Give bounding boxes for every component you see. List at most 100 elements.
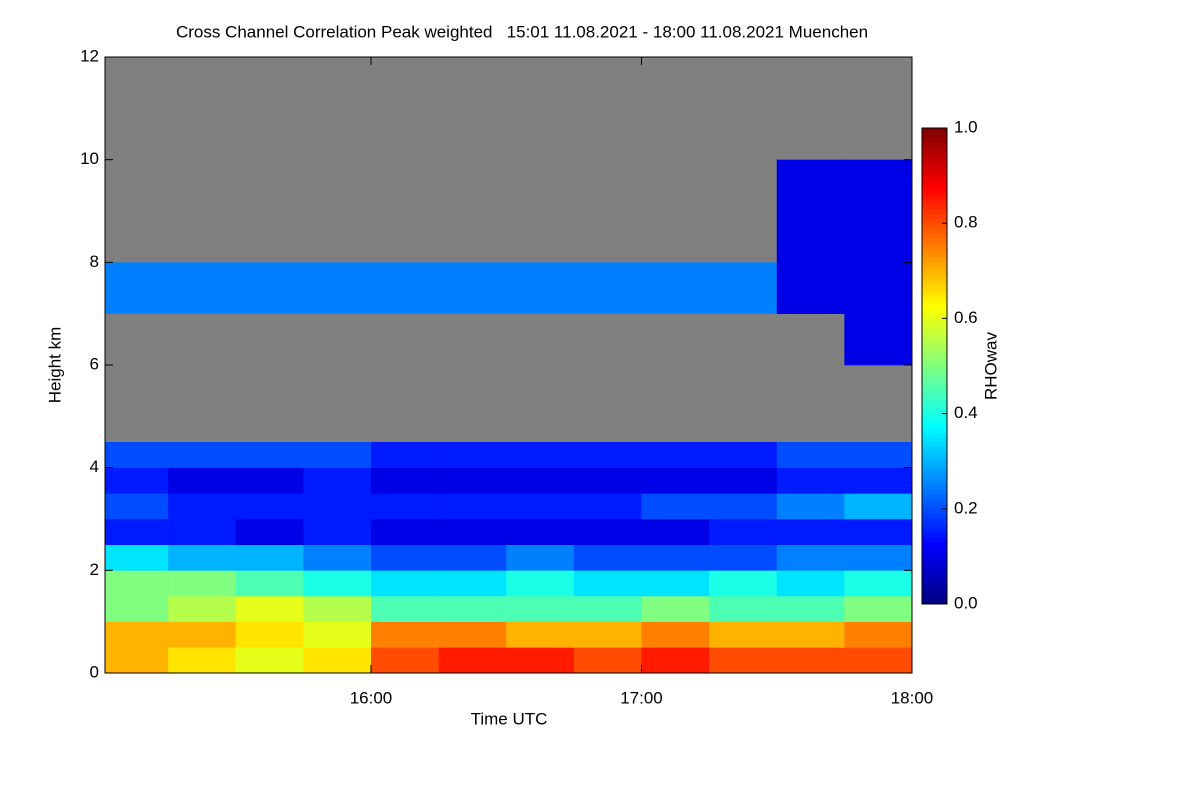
colorbar-swatch	[922, 418, 947, 424]
colorbar-swatch	[922, 170, 947, 177]
colorbar-swatch	[922, 346, 947, 353]
heatmap-cell	[235, 262, 304, 314]
heatmap-cell	[303, 519, 372, 545]
heatmap-cell	[168, 519, 237, 545]
colorbar-swatch	[922, 166, 947, 172]
heatmap-cell	[506, 519, 575, 545]
heatmap-cell	[105, 519, 169, 545]
colorbar-swatch	[922, 204, 947, 210]
colorbar-swatch	[922, 527, 947, 534]
colorbar-swatch	[922, 570, 947, 576]
colorbar-swatch	[922, 408, 947, 415]
heatmap-cell	[709, 570, 778, 597]
heatmap-cell	[105, 647, 169, 674]
colorbar-swatch	[922, 565, 947, 572]
heatmap-cell	[235, 544, 304, 571]
heatmap-cell	[641, 519, 710, 545]
colorbar-swatch	[922, 461, 947, 467]
heatmap-cell	[844, 493, 913, 520]
colorbar-tick-label: 0.2	[954, 498, 978, 517]
heatmap-cell	[235, 442, 304, 468]
y-tick-label: 10	[80, 149, 99, 168]
colorbar-swatch	[922, 465, 947, 472]
heatmap-cell	[438, 442, 507, 468]
colorbar-swatch	[922, 575, 947, 581]
heatmap-cell	[641, 544, 710, 571]
colorbar-tick-label: 0.4	[954, 403, 978, 422]
heatmap-cell	[776, 596, 845, 622]
heatmap-cell	[438, 647, 507, 674]
heatmap-cell	[303, 262, 372, 314]
heatmap-cell	[844, 313, 913, 366]
colorbar-swatch	[922, 499, 947, 505]
heatmap-cell	[844, 442, 913, 468]
colorbar-swatch	[922, 361, 947, 367]
heatmap-cell	[506, 570, 575, 597]
colorbar-swatch	[922, 270, 947, 277]
heatmap-cell	[235, 493, 304, 520]
colorbar-swatch	[922, 266, 947, 272]
heatmap-cell	[303, 621, 372, 648]
colorbar-swatch	[922, 399, 947, 405]
heatmap-cell	[168, 493, 237, 520]
y-axis-label: Height km	[45, 327, 64, 404]
colorbar-swatch	[922, 185, 947, 191]
heatmap-cell	[709, 621, 778, 648]
heatmap-cell	[573, 621, 642, 648]
colorbar-swatch	[922, 213, 947, 219]
colorbar-swatch	[922, 594, 947, 600]
colorbar-swatch	[922, 289, 947, 296]
colorbar-swatch	[922, 442, 947, 448]
heatmap-cell	[709, 519, 778, 545]
heatmap-cell	[168, 621, 237, 648]
colorbar-swatch	[922, 394, 947, 400]
colorbar-swatch	[922, 232, 947, 238]
colorbar-swatch	[922, 208, 947, 215]
colorbar-swatch	[922, 194, 947, 200]
x-axis-label: Time UTC	[471, 709, 548, 728]
colorbar-swatch	[922, 589, 947, 595]
colorbar-swatch	[922, 251, 947, 258]
colorbar-swatch	[922, 470, 947, 476]
heatmap-cell	[370, 596, 439, 622]
heatmap-cell	[573, 647, 642, 674]
heatmap-cell	[641, 596, 710, 622]
heatmap-cell	[776, 493, 845, 520]
colorbar-swatch	[922, 227, 947, 234]
heatmap-cell	[641, 621, 710, 648]
heatmap-cell	[573, 493, 642, 520]
colorbar-swatch	[922, 223, 947, 229]
colorbar-swatch	[922, 556, 947, 562]
heatmap-cell	[105, 442, 169, 468]
colorbar-swatch	[922, 137, 947, 143]
colorbar-swatch	[922, 175, 947, 181]
heatmap-cell	[506, 621, 575, 648]
heatmap-cell	[844, 262, 913, 314]
colorbar-swatch	[922, 142, 947, 148]
colorbar-swatch	[922, 323, 947, 329]
colorbar-swatch	[922, 132, 947, 139]
heatmap-cell	[709, 544, 778, 571]
colorbar-swatch	[922, 337, 947, 343]
x-tick-label: 16:00	[350, 688, 393, 707]
colorbar-swatch	[922, 494, 947, 500]
heatmap-cell	[506, 262, 575, 314]
heatmap-cell	[105, 570, 169, 597]
heatmap-cell	[844, 159, 913, 212]
colorbar-swatch	[922, 546, 947, 553]
heatmap-cell	[168, 262, 237, 314]
heatmap-cell	[235, 596, 304, 622]
heatmap-cell	[709, 262, 778, 314]
heatmap-cell	[709, 647, 778, 674]
heatmap-cell	[105, 262, 169, 314]
heatmap-cell	[573, 262, 642, 314]
heatmap-cell	[641, 570, 710, 597]
colorbar-swatch	[922, 413, 947, 419]
colorbar-tick-label: 0.6	[954, 308, 978, 327]
colorbar-swatch	[922, 180, 947, 186]
colorbar-swatch	[922, 280, 947, 286]
colorbar-swatch	[922, 532, 947, 538]
colorbar-swatch	[922, 285, 947, 291]
